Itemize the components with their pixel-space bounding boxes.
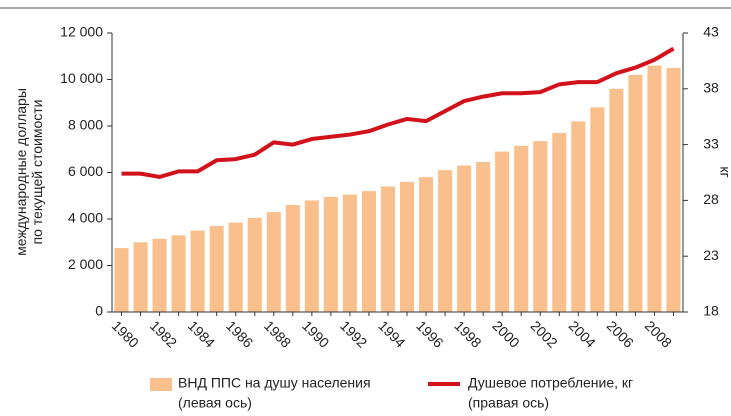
legend-swatch [150, 378, 172, 391]
x-tick-label: 1990 [299, 317, 332, 350]
legend-label: Душевое потребление, кг [468, 375, 633, 391]
bar [628, 74, 643, 312]
line-series [121, 46, 675, 179]
y-tick-label: 10 000 [60, 70, 103, 86]
bar [133, 242, 148, 312]
bar [380, 186, 396, 312]
x-tick-label: 1996 [413, 317, 446, 350]
bar [476, 162, 491, 312]
x-tick-label: 1982 [147, 317, 180, 350]
bar [342, 194, 357, 312]
bar [495, 151, 510, 312]
y-tick-label: 8 000 [68, 117, 103, 133]
bar [228, 222, 243, 312]
x-tick-label: 1988 [261, 317, 294, 350]
bar [323, 196, 338, 312]
bar [399, 181, 415, 312]
bar [419, 177, 434, 312]
y2-tick-label: 43 [703, 24, 719, 40]
bar [304, 200, 319, 312]
bar [514, 145, 529, 312]
y-tick-label: 0 [95, 303, 103, 319]
x-tick-label: 1994 [375, 317, 408, 350]
bar [552, 132, 567, 312]
x-tick-label: 2000 [489, 317, 522, 350]
bar [609, 88, 624, 312]
x-tick-label: 1984 [185, 317, 218, 350]
x-tick-label: 2004 [566, 317, 599, 350]
bar [190, 230, 205, 312]
x-tick-label: 2002 [528, 317, 561, 350]
y-axis-label: международные долларыпо текущей стоимост… [13, 88, 45, 256]
x-tick-label: 1980 [109, 317, 142, 350]
y-tick-label: 6 000 [68, 163, 103, 179]
bar [361, 191, 376, 312]
y-tick-label: 2 000 [68, 256, 103, 272]
y2-tick-label: 38 [703, 80, 719, 96]
x-tick-label: 1986 [223, 317, 256, 350]
y2-tick-label: 23 [703, 247, 719, 263]
legend-note: (левая ось) [178, 395, 252, 411]
y-axis-label-line: международные доллары [13, 88, 29, 256]
y2-tick-label: 33 [703, 135, 719, 151]
bar [114, 248, 129, 312]
bar [152, 238, 167, 312]
bar [571, 121, 586, 312]
y2-axis-label: кг [717, 166, 731, 177]
bar [438, 170, 453, 312]
x-tick-label: 1998 [451, 317, 484, 350]
bar [533, 141, 548, 312]
y-axis-label-line: по текущей стоимости [29, 100, 45, 245]
bar [209, 225, 224, 312]
bar [457, 165, 472, 312]
legend-note: (правая ось) [468, 395, 549, 411]
y-tick-label: 4 000 [68, 210, 103, 226]
bar [647, 65, 662, 312]
y-tick-label: 12 000 [60, 24, 103, 40]
y2-tick-label: 18 [703, 303, 719, 319]
bar [266, 212, 281, 312]
bar [590, 107, 605, 313]
x-tick-label: 1992 [337, 317, 370, 350]
legend-label: ВНД ППС на душу населения [178, 375, 371, 391]
y2-tick-label: 28 [703, 191, 719, 207]
x-tick-label: 2006 [604, 317, 637, 350]
x-tick-label: 2008 [642, 317, 675, 350]
bar [247, 217, 262, 312]
bar [666, 67, 681, 312]
bar [171, 235, 186, 312]
bar [285, 205, 300, 312]
